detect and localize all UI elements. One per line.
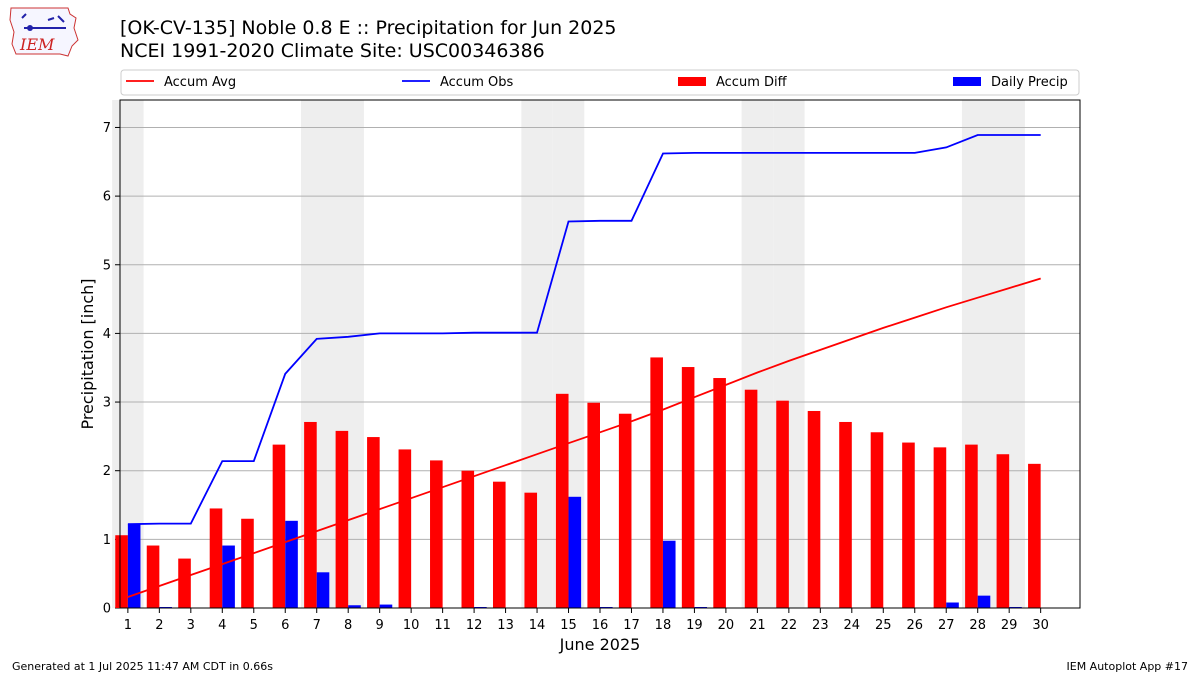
y-tick-label: 6 <box>103 190 111 205</box>
x-tick-label: 29 <box>1001 618 1018 633</box>
accum-diff-bar <box>146 545 160 608</box>
accum-diff-bar <box>965 444 978 608</box>
accum-diff-bar <box>776 400 789 608</box>
accum-diff-bar <box>587 402 600 608</box>
accum-diff-bar <box>555 393 569 608</box>
x-tick-label: 6 <box>281 618 289 633</box>
legend-accum-avg-label: Accum Avg <box>164 75 236 90</box>
accum-diff-bar <box>461 470 475 608</box>
x-tick-label: 22 <box>781 618 798 633</box>
x-tick-label: 15 <box>560 618 577 633</box>
accum-diff-bar <box>618 413 632 608</box>
accum-diff-bar <box>430 460 443 608</box>
x-tick-label: 1 <box>124 618 132 633</box>
x-tick-label: 18 <box>655 618 672 633</box>
accum-diff-bar <box>272 444 286 608</box>
x-tick-label: 17 <box>623 618 640 633</box>
accum-diff-bar <box>839 421 852 608</box>
accum-diff-bar <box>398 449 412 608</box>
accum-obs-line <box>127 134 1041 526</box>
daily-precip-bar <box>316 572 330 608</box>
x-tick-label: 5 <box>250 618 258 633</box>
x-tick-label: 19 <box>686 618 703 633</box>
x-tick-label: 26 <box>906 618 923 633</box>
x-tick-label: 11 <box>434 618 451 633</box>
accum-diff-bar <box>713 378 726 608</box>
x-tick-label: 4 <box>218 618 226 633</box>
daily-precip-bar <box>348 605 361 608</box>
daily-precip-bar <box>662 540 676 608</box>
x-tick-label: 7 <box>313 618 321 633</box>
x-tick-label: 12 <box>466 618 483 633</box>
accum-diff-bar <box>304 421 317 608</box>
legend-accum-diff-swatch <box>678 77 706 86</box>
chart-title: [OK-CV-135] Noble 0.8 E :: Precipitation… <box>120 17 617 39</box>
accum-diff-bar <box>115 535 128 608</box>
legend-box <box>120 69 1080 96</box>
y-tick-label: 4 <box>103 327 111 342</box>
accum-diff-bar <box>870 432 884 608</box>
accum-diff-bar <box>807 410 821 608</box>
daily-precip-bar <box>568 496 582 608</box>
accum-diff-bar <box>209 508 223 608</box>
x-tick-label: 8 <box>344 618 352 633</box>
x-tick-label: 3 <box>187 618 195 633</box>
x-tick-label: 25 <box>875 618 892 633</box>
daily-precip-bar <box>977 595 991 608</box>
accum-diff-bar <box>241 518 254 608</box>
daily-precip-bar <box>379 604 393 608</box>
x-tick-label: 23 <box>812 618 829 633</box>
x-tick-label: 2 <box>155 618 163 633</box>
chart-subtitle: NCEI 1991-2020 Climate Site: USC00346386 <box>120 40 545 62</box>
legend-daily-precip-label: Daily Precip <box>991 75 1068 90</box>
accum-diff-bar <box>367 437 380 608</box>
accum-diff-bar <box>996 454 1010 608</box>
legend-accum-obs-label: Accum Obs <box>440 75 513 90</box>
x-tick-label: 16 <box>592 618 609 633</box>
iem-logo: IEM <box>9 7 79 57</box>
x-tick-label: 28 <box>969 618 986 633</box>
y-axis-label: Precipitation [inch] <box>78 278 97 429</box>
daily-precip-bar <box>222 545 235 608</box>
x-tick-label: 24 <box>844 618 861 633</box>
y-tick-label: 2 <box>103 464 111 479</box>
accum-diff-bar <box>744 389 758 608</box>
y-tick-label: 7 <box>103 121 111 136</box>
daily-precip-bar <box>946 602 959 608</box>
x-tick-label: 27 <box>938 618 955 633</box>
y-tick-label: 1 <box>103 533 111 548</box>
y-tick-label: 0 <box>103 602 111 617</box>
x-tick-label: 14 <box>529 618 546 633</box>
x-tick-label: 30 <box>1032 618 1049 633</box>
accum-diff-bar <box>335 430 349 608</box>
legend-accum-diff-label: Accum Diff <box>716 75 788 90</box>
accum-diff-bar <box>650 357 663 608</box>
x-tick-label: 10 <box>403 618 420 633</box>
app-credit: IEM Autoplot App #17 <box>1066 660 1189 673</box>
accum-diff-bar <box>524 492 538 608</box>
daily-precip-bar <box>285 520 298 608</box>
accum-diff-bar <box>492 481 506 608</box>
accum-diff-bar <box>902 442 915 608</box>
daily-precip-bar <box>127 524 141 608</box>
x-tick-label: 9 <box>376 618 384 633</box>
legend-daily-precip-swatch <box>953 77 981 86</box>
y-tick-label: 3 <box>103 396 111 411</box>
x-tick-label: 21 <box>749 618 766 633</box>
y-tick-label: 5 <box>103 258 111 273</box>
accum-diff-bar <box>178 558 191 608</box>
accum-diff-bar <box>933 447 947 608</box>
accum-diff-bar <box>681 367 695 608</box>
accum-diff-bar <box>1028 463 1041 608</box>
x-tick-label: 13 <box>497 618 514 633</box>
x-tick-label: 20 <box>718 618 735 633</box>
svg-text:IEM: IEM <box>19 35 55 54</box>
x-axis-label: June 2025 <box>559 635 641 654</box>
generated-note: Generated at 1 Jul 2025 11:47 AM CDT in … <box>12 660 273 673</box>
accum-avg-line <box>127 277 1041 598</box>
